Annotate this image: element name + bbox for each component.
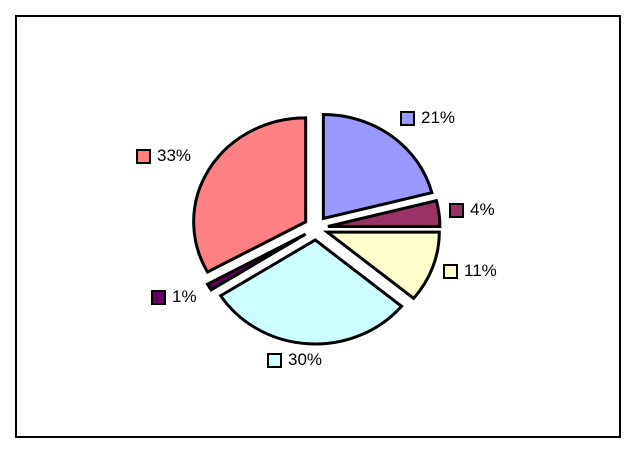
data-label-1: 4% [449, 200, 495, 220]
data-label-5: 33% [136, 146, 191, 166]
pie-slice-5 [192, 116, 308, 274]
label-swatch [136, 148, 151, 164]
label-text: 1% [172, 287, 197, 306]
pie-slice-2 [322, 230, 441, 301]
label-text: 21% [421, 108, 456, 127]
label-swatch [400, 110, 415, 126]
chart-frame [15, 15, 621, 438]
label-swatch [267, 352, 282, 368]
data-label-3: 30% [267, 350, 322, 370]
label-text: 33% [157, 146, 192, 165]
pie-slice-0 [321, 113, 434, 221]
data-label-0: 21% [400, 108, 455, 128]
pie-slice-3 [218, 238, 404, 346]
label-swatch [151, 289, 166, 305]
data-label-4: 1% [151, 287, 197, 307]
label-text: 30% [288, 350, 323, 369]
label-text: 11% [464, 261, 497, 280]
pie-slice-1 [327, 198, 442, 228]
label-text: 4% [470, 200, 495, 219]
pie-slice-4 [205, 232, 307, 292]
label-swatch [449, 202, 464, 218]
data-label-2: 11% [443, 261, 497, 281]
label-swatch [443, 263, 458, 279]
